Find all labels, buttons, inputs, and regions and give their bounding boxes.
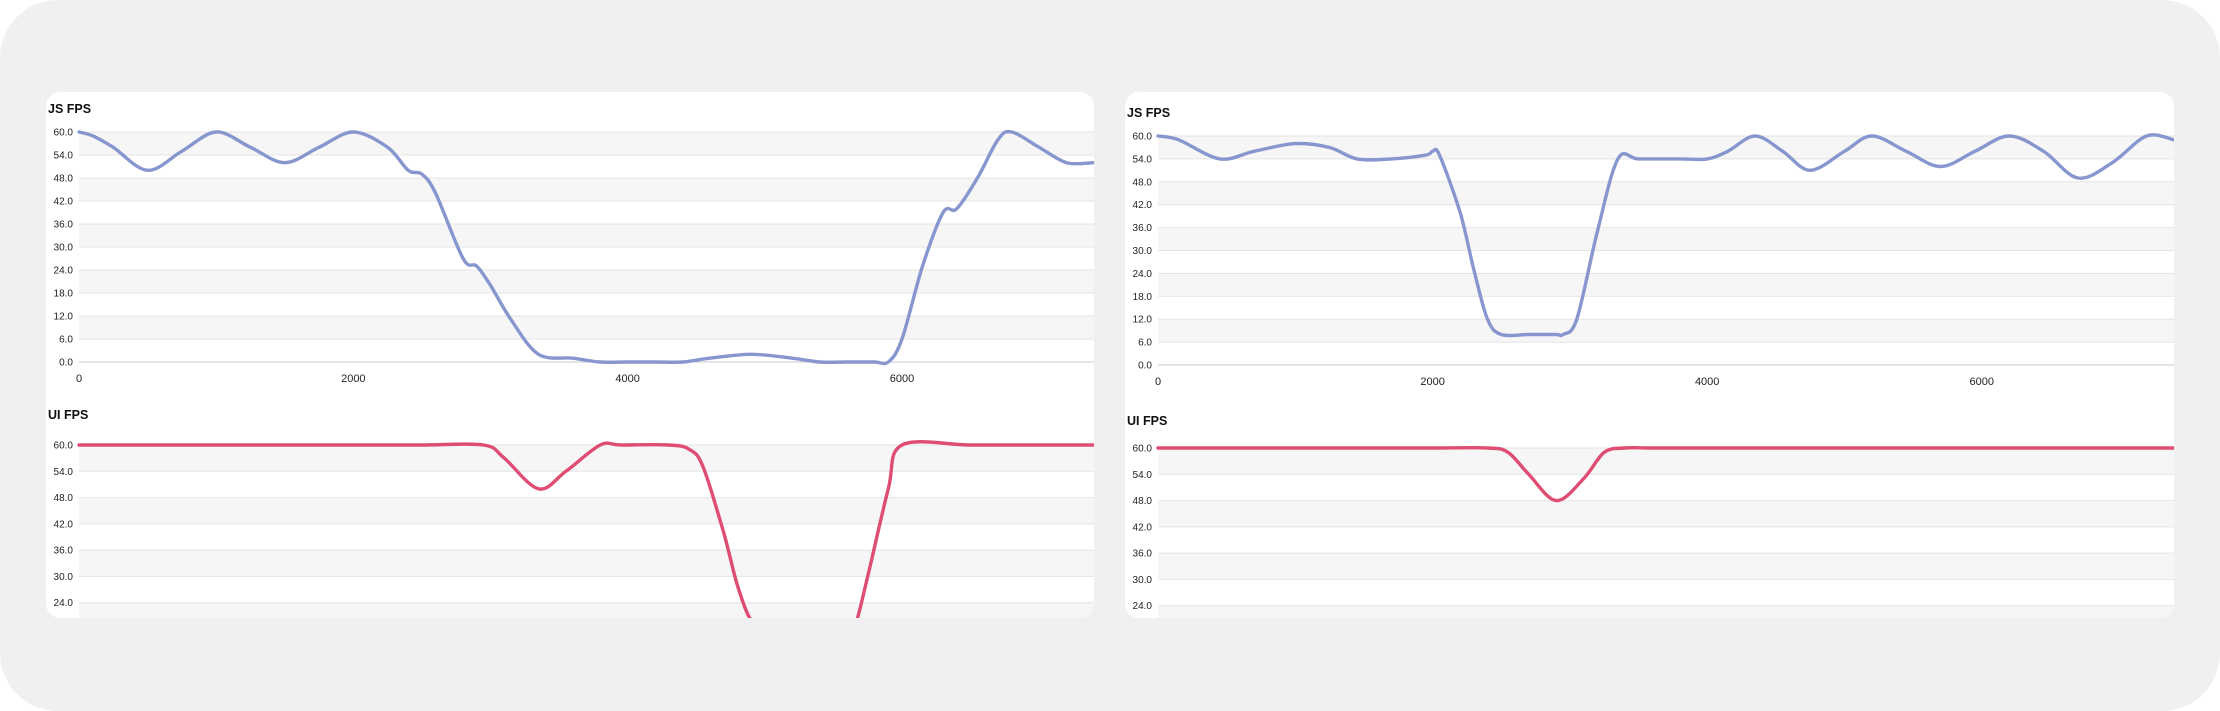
y-tick-label: 0.0 xyxy=(59,358,73,369)
chart-left-1: UI FPS18.024.030.036.042.048.054.060.0 xyxy=(48,408,1094,618)
y-tick-label: 24.0 xyxy=(1133,269,1153,280)
y-tick-label: 36.0 xyxy=(1133,223,1153,234)
y-tick-label: 18.0 xyxy=(1133,292,1153,303)
y-tick-label: 30.0 xyxy=(54,243,74,254)
y-tick-label: 24.0 xyxy=(1133,601,1153,612)
grid-band xyxy=(1158,181,2174,205)
grid-band xyxy=(79,178,1094,201)
y-tick-label: 24.0 xyxy=(54,598,74,609)
y-tick-label: 36.0 xyxy=(1133,549,1153,560)
y-tick-label: 30.0 xyxy=(54,572,74,583)
x-tick-label: 0 xyxy=(1155,376,1161,388)
series-line xyxy=(77,129,1094,366)
y-tick-label: 42.0 xyxy=(54,519,74,530)
grid-band xyxy=(79,497,1094,524)
y-tick-label: 18.0 xyxy=(54,289,74,300)
y-tick-label: 30.0 xyxy=(1133,246,1153,257)
right-chart-panel: JS FPS 0.0 6.0 12.0 18.0 24.0 30.0 36.0 42.0 48.0… xyxy=(1125,92,2174,618)
y-tick-label: 48.0 xyxy=(54,493,74,504)
grid-band xyxy=(79,602,1094,618)
x-tick-label: 2000 xyxy=(1420,376,1444,388)
x-tick-label: 6000 xyxy=(890,373,914,385)
x-tick-label: 4000 xyxy=(615,373,639,385)
y-tick-label: 54.0 xyxy=(1133,154,1153,165)
grid-band xyxy=(1158,448,2174,475)
y-tick-label: 42.0 xyxy=(54,197,74,208)
grid-band xyxy=(1158,136,2174,159)
y-tick-label: 48.0 xyxy=(54,174,74,185)
grid-band xyxy=(79,445,1094,472)
y-tick-label: 30.0 xyxy=(1133,575,1153,586)
chart-title: UI FPS xyxy=(48,408,88,422)
y-tick-label: 60.0 xyxy=(54,128,74,139)
x-tick-label: 6000 xyxy=(1970,376,1994,388)
y-tick-label: 54.0 xyxy=(1133,470,1153,481)
x-tick-label: 0 xyxy=(76,373,82,385)
y-tick-label: 48.0 xyxy=(1133,496,1153,507)
left-chart-panel: JS FPS 0.0 6.0 12.0 18.0 24.0 30.0 36.0 42.0 48.0… xyxy=(46,92,1094,618)
y-tick-label: 6.0 xyxy=(59,335,73,346)
y-tick-label: 12.0 xyxy=(54,312,74,323)
y-tick-label: 48.0 xyxy=(1133,177,1153,188)
grid-band xyxy=(1158,319,2174,343)
series-line xyxy=(1156,445,2174,503)
right-charts-svg: JS FPS 0.0 6.0 12.0 18.0 24.0 30.0 36.0 42.0 48.0… xyxy=(1127,106,2174,618)
grid-band xyxy=(1158,500,2174,527)
y-tick-label: 24.0 xyxy=(54,266,74,277)
y-tick-label: 42.0 xyxy=(1133,200,1153,211)
y-tick-label: 60.0 xyxy=(1133,132,1153,143)
x-tick-label: 4000 xyxy=(1695,376,1719,388)
chart-title: JS FPS xyxy=(48,102,91,116)
grid-band xyxy=(1158,553,2174,580)
grid-band xyxy=(79,550,1094,577)
series-line xyxy=(1156,133,2174,338)
y-tick-label: 12.0 xyxy=(1133,315,1153,326)
grid-band xyxy=(79,316,1094,339)
grid-band xyxy=(1158,273,2174,297)
chart-left-0: JS FPS 0.0 6.0 12.0 18.0 24.0 30.0 36.0 42.0 48.0… xyxy=(48,102,1094,385)
chart-right-3: UI FPS18.024.030.036.042.048.054.060.0 xyxy=(1127,414,2174,618)
y-tick-label: 54.0 xyxy=(54,151,74,162)
y-tick-label: 36.0 xyxy=(54,546,74,557)
y-tick-label: 42.0 xyxy=(1133,522,1153,533)
y-tick-label: 60.0 xyxy=(54,441,74,452)
y-tick-label: 0.0 xyxy=(1138,361,1152,372)
grid-band xyxy=(1158,605,2174,618)
y-tick-label: 54.0 xyxy=(54,467,74,478)
y-tick-label: 36.0 xyxy=(54,220,74,231)
grid-band xyxy=(79,132,1094,155)
grid-band xyxy=(1158,227,2174,251)
series-line xyxy=(77,440,1094,618)
left-charts-svg: JS FPS 0.0 6.0 12.0 18.0 24.0 30.0 36.0 42.0 48.0… xyxy=(48,102,1094,618)
chart-title: JS FPS xyxy=(1127,106,1170,120)
chart-right-2: JS FPS 0.0 6.0 12.0 18.0 24.0 30.0 36.0 42.0 48.0… xyxy=(1127,106,2174,388)
grid-band xyxy=(79,224,1094,247)
y-tick-label: 60.0 xyxy=(1133,444,1153,455)
grid-band xyxy=(79,270,1094,293)
y-tick-label: 6.0 xyxy=(1138,338,1152,349)
chart-title: UI FPS xyxy=(1127,414,1167,428)
x-tick-label: 2000 xyxy=(341,373,365,385)
